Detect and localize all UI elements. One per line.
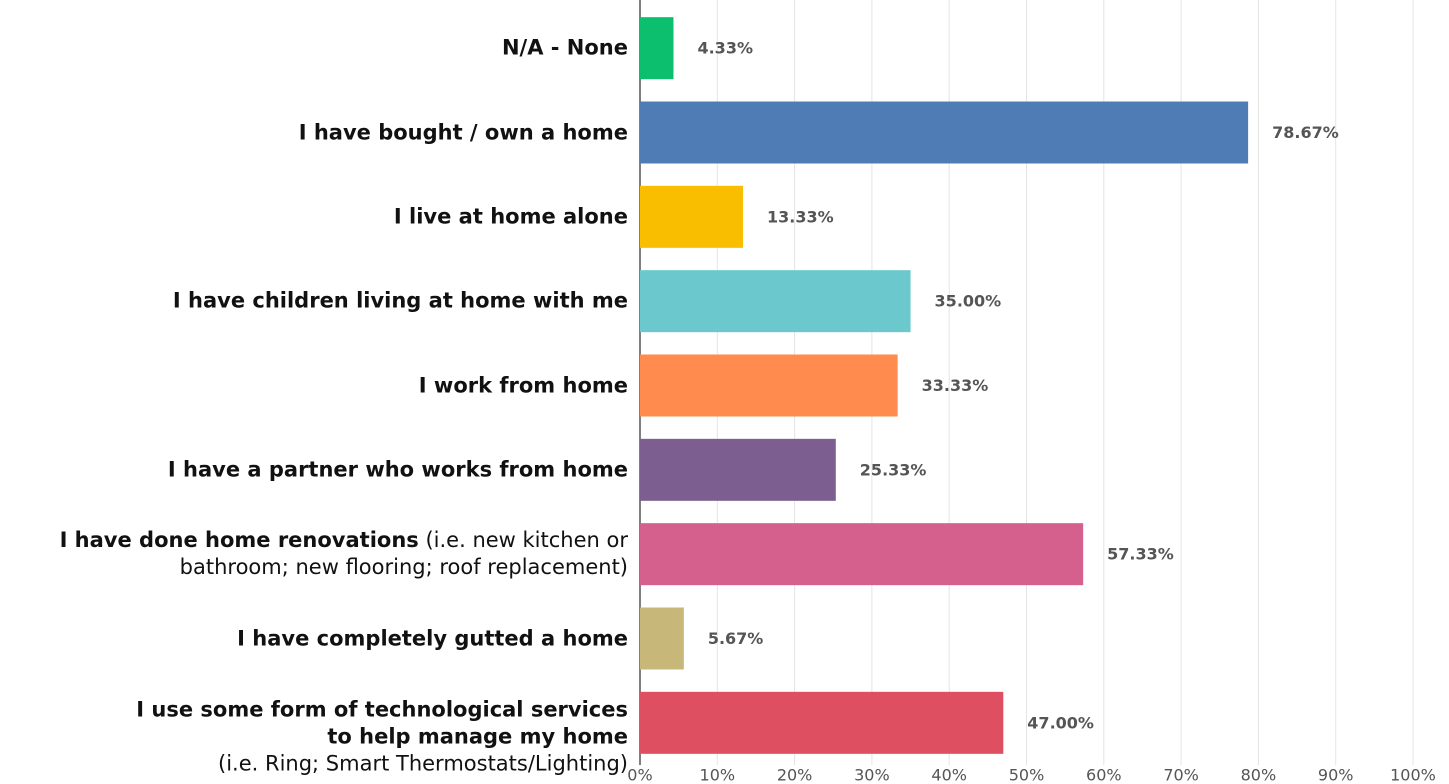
x-tick-label: 10% [700,766,736,784]
x-tick-label: 80% [1241,766,1277,784]
bar [640,101,1249,164]
x-tick-label: 20% [777,766,813,784]
x-tick-label: 30% [854,766,890,784]
value-label: 35.00% [935,292,1002,311]
category-main: I have bought / own a home [298,120,628,144]
value-label: 5.67% [708,629,764,648]
category-main: I have completely gutted a home [237,626,628,650]
category-label: N/A - None [502,35,628,62]
category-main: N/A - None [501,35,628,60]
category-label: I have done home renovations (i.e. new k… [0,527,628,581]
x-tick-label: 70% [1163,766,1199,784]
category-main: I have a partner who works from home [167,457,628,482]
x-tick-label: 50% [1009,766,1045,784]
category-label: I have bought / own a home [299,119,628,146]
category-note: (i.e. new kitchen or bathroom; new floor… [179,528,628,580]
category-label: I have a partner who works from home [168,456,628,483]
bar [640,691,1004,754]
value-label: 33.33% [922,376,989,395]
x-tick-label: 90% [1318,766,1354,784]
category-label: I use some form of technological service… [108,696,628,777]
category-note: (i.e. Ring; Smart Thermostats/Lighting) [218,751,628,776]
bar [640,438,836,501]
bar [640,607,684,670]
category-label: I have children living at home with me [173,288,628,315]
category-main: I have children living at home with me [172,288,628,313]
category-label: I work from home [419,372,628,399]
x-tick-label: 60% [1086,766,1122,784]
value-label: 57.33% [1107,545,1174,564]
category-label: I have completely gutted a home [237,625,628,652]
bar [640,354,898,417]
category-main: I live at home alone [393,204,628,229]
category-main: I use some form of technological service… [136,697,628,749]
category-main: I work from home [418,373,628,397]
category-main: I have done home renovations [59,528,419,553]
x-tick-label: 0% [627,766,652,784]
bar [640,523,1084,586]
value-label: 47.00% [1027,713,1094,732]
value-label: 25.33% [860,460,927,479]
x-tick-label: 100% [1390,766,1436,784]
bar [640,185,744,248]
x-tick-label: 40% [931,766,967,784]
category-label: I live at home alone [394,203,628,230]
value-label: 4.33% [697,39,753,58]
value-label: 78.67% [1272,123,1339,142]
value-label: 13.33% [767,207,834,226]
bar [640,270,911,333]
bar [640,17,674,80]
